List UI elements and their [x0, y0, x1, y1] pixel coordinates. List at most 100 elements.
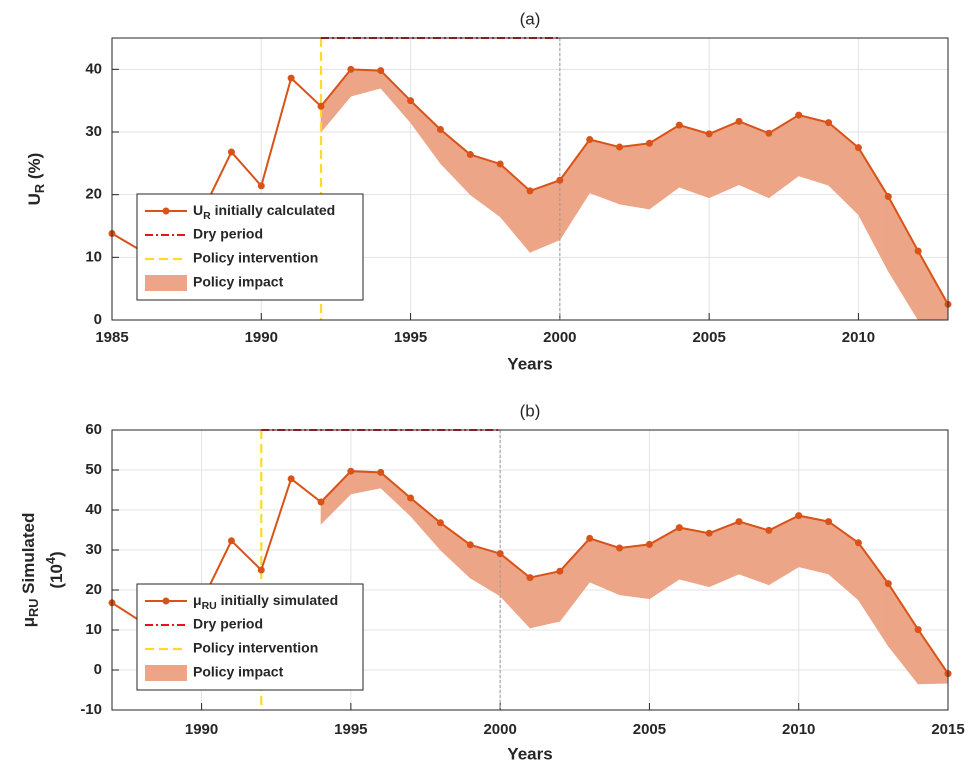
data-point — [735, 117, 743, 125]
data-point — [795, 512, 803, 520]
legend-label: Dry period — [193, 226, 263, 242]
policy-impact-area — [619, 544, 650, 600]
data-point — [257, 182, 265, 190]
data-point — [347, 65, 355, 73]
data-point — [825, 518, 833, 526]
data-point — [496, 550, 504, 558]
data-point — [407, 97, 415, 105]
y-tick-label: 50 — [85, 461, 102, 478]
data-point — [377, 67, 385, 75]
policy-impact-area — [798, 114, 829, 186]
data-point — [795, 111, 803, 119]
data-point — [765, 526, 773, 534]
policy-impact-area — [589, 139, 620, 205]
data-point — [317, 498, 325, 506]
y-axis-label: (104​) — [43, 551, 66, 588]
x-tick-label: 2010 — [842, 329, 875, 346]
data-point — [287, 74, 295, 82]
chart-title: (b) — [520, 401, 541, 420]
legend-label: Policy impact — [193, 274, 284, 290]
data-point — [735, 518, 743, 526]
policy-impact-area — [738, 120, 770, 199]
data-point — [645, 139, 653, 147]
policy-impact-area — [678, 527, 710, 588]
data-point — [466, 151, 474, 159]
legend-marker — [162, 597, 170, 605]
y-tick-label: 40 — [85, 501, 102, 518]
data-point — [645, 540, 653, 548]
data-point — [616, 544, 624, 552]
data-point — [825, 119, 833, 127]
data-point — [377, 468, 385, 476]
chart-title: (a) — [520, 9, 541, 28]
data-point — [257, 566, 265, 574]
y-tick-label: 30 — [85, 123, 102, 140]
x-tick-label: 1995 — [394, 329, 427, 346]
data-point — [854, 539, 862, 547]
data-point — [586, 136, 594, 144]
data-point — [705, 529, 713, 537]
data-point — [586, 534, 594, 542]
data-point — [526, 574, 534, 582]
y-tick-label: 60 — [85, 421, 102, 438]
data-point — [884, 580, 892, 588]
legend-label: UR​ initially calculated — [193, 202, 335, 222]
y-tick-label: 0 — [94, 661, 102, 678]
x-tick-label: 1985 — [95, 329, 128, 346]
policy-impact-area — [798, 515, 829, 575]
axes-box — [111, 429, 949, 711]
legend-label: Dry period — [193, 616, 263, 632]
data-point — [556, 176, 564, 184]
data-point — [914, 626, 922, 634]
x-tick-label: 2000 — [483, 721, 516, 738]
data-point — [436, 125, 444, 133]
x-tick-label: 2010 — [782, 721, 815, 738]
x-tick-label: 1995 — [334, 721, 367, 738]
y-tick-label: 0 — [94, 311, 102, 328]
data-point — [675, 121, 683, 129]
data-point — [227, 537, 235, 545]
policy-impact-area — [529, 570, 561, 629]
x-tick-label: 1990 — [185, 721, 218, 738]
data-point — [436, 519, 444, 527]
x-axis-label: Years — [507, 354, 552, 373]
y-tick-label: 20 — [85, 186, 102, 203]
data-point — [287, 475, 295, 483]
data-point — [616, 143, 624, 151]
x-tick-label: 1990 — [245, 329, 278, 346]
legend-patch — [145, 275, 187, 291]
legend-label: μRU​ initially simulated — [193, 592, 338, 612]
data-point — [705, 130, 713, 138]
data-point — [884, 193, 892, 201]
data-point — [765, 129, 773, 137]
y-axis-label: μRU​ Simulated — [19, 513, 41, 628]
y-tick-label: 10 — [85, 621, 102, 638]
legend-marker — [162, 207, 170, 215]
data-point — [227, 148, 235, 156]
y-tick-label: 20 — [85, 581, 102, 598]
data-point — [675, 524, 683, 532]
legend-label: Policy intervention — [193, 250, 318, 266]
data-point — [854, 144, 862, 152]
legend-label: Policy intervention — [193, 640, 318, 656]
y-tick-label: 40 — [85, 60, 102, 77]
data-point — [556, 567, 564, 575]
data-point — [466, 541, 474, 549]
data-point — [526, 187, 534, 195]
y-tick-label: 10 — [85, 248, 102, 265]
data-point — [317, 102, 325, 110]
policy-impact-area — [738, 521, 770, 586]
data-point — [496, 160, 504, 168]
data-point — [914, 247, 922, 255]
data-point — [407, 494, 415, 502]
policy-impact-area — [678, 124, 710, 199]
y-axis-label: UR​ (%) — [25, 153, 47, 206]
policy-impact-area — [529, 179, 561, 253]
x-axis-label: Years — [507, 744, 552, 763]
x-tick-label: 2005 — [633, 721, 666, 738]
y-tick-label: -10 — [80, 701, 102, 718]
x-tick-label: 2000 — [543, 329, 576, 346]
x-tick-label: 2015 — [931, 721, 964, 738]
axes-box — [111, 37, 949, 321]
